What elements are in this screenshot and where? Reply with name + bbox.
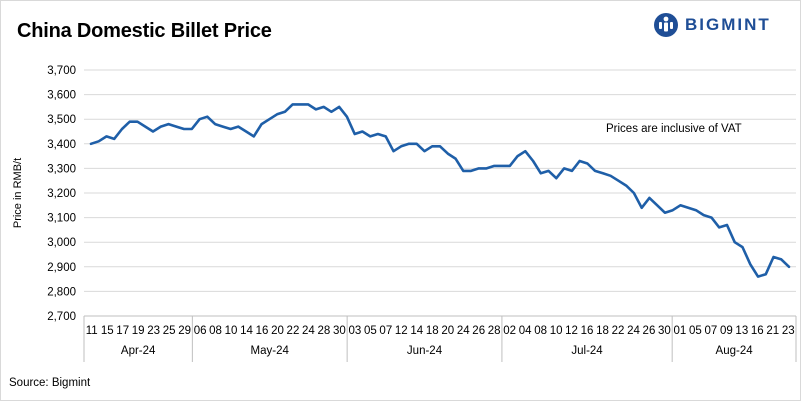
x-tick-label: 30 [658, 325, 671, 337]
source-note: Source: Bigmint [9, 377, 91, 389]
x-tick-label: 10 [225, 325, 238, 337]
x-tick-label: 26 [472, 325, 485, 337]
x-tick-label: 24 [457, 325, 470, 337]
x-tick-label: 22 [612, 325, 625, 337]
month-label: Jul-24 [571, 345, 603, 357]
x-tick-label: 26 [643, 325, 656, 337]
y-tick-label: 2,800 [47, 286, 76, 298]
x-tick-label: 09 [720, 325, 733, 337]
x-tick-label: 23 [782, 325, 795, 337]
x-tick-label: 29 [178, 325, 191, 337]
chart-title: China Domestic Billet Price [17, 20, 272, 42]
x-tick-label: 25 [163, 325, 176, 337]
x-tick-label: 23 [147, 325, 160, 337]
x-tick-label: 12 [395, 325, 408, 337]
y-tick-label: 2,900 [47, 262, 76, 274]
y-tick-label: 3,300 [47, 163, 76, 175]
x-tick-label: 20 [441, 325, 454, 337]
y-tick-label: 2,700 [47, 311, 76, 323]
x-tick-label: 08 [209, 325, 222, 337]
x-tick-label: 16 [256, 325, 269, 337]
x-tick-label: 28 [318, 325, 331, 337]
x-tick-label: 13 [735, 325, 748, 337]
x-tick-label: 05 [689, 325, 702, 337]
x-tick-label: 24 [627, 325, 640, 337]
x-tick-label: 18 [426, 325, 439, 337]
price-series-line [89, 103, 791, 278]
brand-name: BIGMINT [685, 15, 771, 34]
y-tick-label: 3,500 [47, 114, 76, 126]
x-tick-label: 02 [503, 325, 516, 337]
x-tick-label: 01 [674, 325, 687, 337]
x-tick-label: 22 [287, 325, 300, 337]
y-tick-label: 3,600 [47, 90, 76, 102]
month-label: May-24 [251, 345, 290, 357]
x-tick-label: 11 [86, 325, 98, 337]
x-tick-label: 16 [581, 325, 594, 337]
x-tick-label: 19 [132, 325, 145, 337]
x-tick-label: 15 [101, 325, 114, 337]
x-tick-label: 17 [116, 325, 129, 337]
x-tick-label: 07 [379, 325, 392, 337]
y-axis-label: Price in RMB/t [12, 158, 24, 228]
x-tick-label: 04 [519, 325, 532, 337]
y-tick-label: 3,400 [47, 139, 76, 151]
month-label: Apr-24 [121, 345, 156, 357]
x-tick-label: 08 [534, 325, 547, 337]
x-tick-label: 10 [550, 325, 563, 337]
bigmint-logo: BIGMINT [653, 12, 771, 38]
x-tick-label: 18 [596, 325, 609, 337]
x-tick-label: 05 [364, 325, 377, 337]
bigmint-logo-icon [654, 13, 678, 37]
chart-annotation: Prices are inclusive of VAT [606, 123, 742, 135]
x-tick-label: 12 [565, 325, 578, 337]
month-label: Aug-24 [716, 345, 754, 357]
x-tick-label: 20 [271, 325, 284, 337]
x-tick-label: 07 [704, 325, 717, 337]
x-tick-label: 03 [348, 325, 361, 337]
x-tick-label: 16 [751, 325, 764, 337]
x-tick-label: 06 [194, 325, 207, 337]
y-tick-label: 3,200 [47, 188, 76, 200]
x-tick-label: 24 [302, 325, 315, 337]
x-tick-label: 21 [766, 325, 779, 337]
x-tick-label: 30 [333, 325, 346, 337]
x-tick-label: 14 [410, 325, 423, 337]
x-tick-label: 14 [240, 325, 253, 337]
y-tick-label: 3,700 [47, 65, 76, 77]
month-label: Jun-24 [407, 345, 443, 357]
y-tick-label: 3,000 [47, 237, 76, 249]
y-tick-label: 3,100 [47, 213, 76, 225]
x-tick-label: 28 [488, 325, 501, 337]
